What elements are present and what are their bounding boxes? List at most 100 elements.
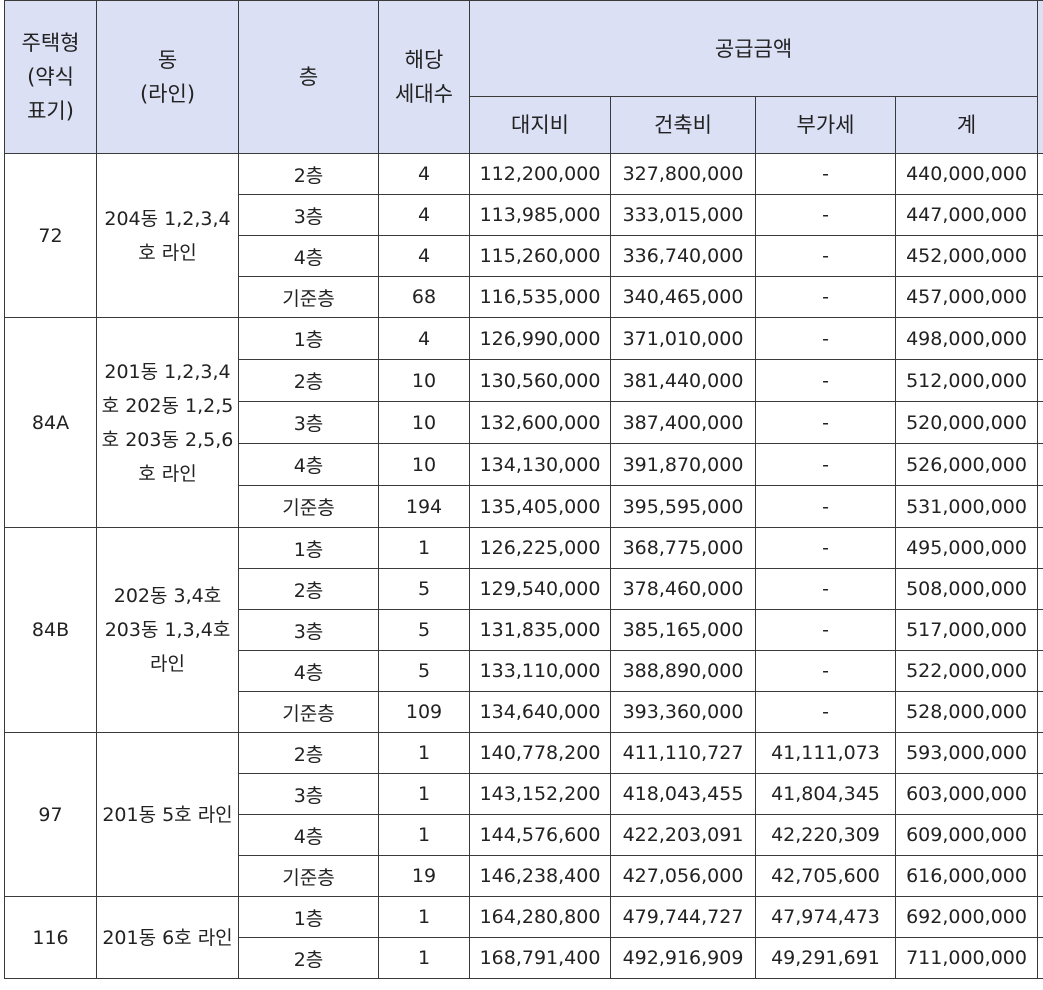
land-cell: 126,990,000 [469,317,611,360]
land-cell: 143,152,200 [469,773,611,815]
units-cell: 1 [378,814,470,856]
units-cell: 5 [378,609,470,651]
vat-cell: - [755,401,896,444]
units-cell: 1 [378,527,470,569]
edge-cell [1037,153,1043,195]
table-row: 72 204동 1,2,3,4호 라인 2층 4 112,200,000 327,800,… [4,153,1043,318]
table-row: 84A 201동 1,2,3,4호 202동 1,2,5호 203동 2,5,6호… [4,317,1043,528]
land-cell: 113,985,000 [469,194,611,236]
building-cell: 378,460,000 [610,568,756,610]
vat-cell: - [755,276,896,318]
table-row: 97 201동 5호 라인 2층 1 140,778,200 411,110,727 41,… [4,732,1043,897]
building-cell: 340,465,000 [610,276,756,318]
type-cell: 97 [4,732,97,897]
building-cell: 388,890,000 [610,650,756,692]
building-cell: 333,015,000 [610,194,756,236]
edge-cell [1037,691,1043,733]
floor-cell: 3층 [238,609,379,651]
units-cell: 1 [378,732,470,774]
floor-cell: 기준층 [238,691,379,733]
total-cell: 526,000,000 [894,443,1039,486]
building-cell: 381,440,000 [610,359,756,402]
edge-cell [1037,773,1043,815]
building-cell: 427,056,000 [610,855,756,897]
units-cell: 194 [378,485,470,528]
total-cell: 711,000,000 [894,937,1039,979]
total-cell: 609,000,000 [894,814,1039,856]
edge-cell [1037,485,1043,528]
edge-cell [1037,443,1043,486]
total-cell: 452,000,000 [894,235,1039,277]
vat-cell: 47,974,473 [755,896,896,938]
units-cell: 10 [378,443,470,486]
vat-cell: - [755,317,896,360]
edge-cell [1037,814,1043,856]
land-cell: 129,540,000 [469,568,611,610]
land-cell: 115,260,000 [469,235,611,277]
table-row: 3층 5 131,835,000 385,165,000-517,000,000 [5,609,1043,651]
table-row: 4층 5 133,110,000 388,890,000-522,000,000 [5,650,1043,692]
vat-cell: - [755,691,896,733]
land-cell: 116,535,000 [469,276,611,318]
vat-cell: - [755,527,896,569]
units-cell: 5 [378,650,470,692]
total-cell: 512,000,000 [894,359,1039,402]
edge-cell [1037,359,1043,402]
vat-cell: - [755,443,896,486]
land-cell: 140,778,200 [469,732,611,774]
table-row: 기준층 19 146,238,400 427,056,000 42,705,600 616… [5,855,1043,897]
floor-cell: 기준층 [238,855,379,897]
building-cell: 492,916,909 [610,937,756,979]
dong-cell: 201동 6호 라인 [96,896,239,979]
table-row: 3층 1 143,152,200 418,043,455 41,804,345 603,0… [5,773,1043,815]
vat-cell: 42,220,309 [755,814,896,856]
type-cell: 84A [4,317,97,528]
units-cell: 19 [378,855,470,897]
total-cell: 508,000,000 [894,568,1039,610]
edge-cell [1037,317,1043,360]
floor-cell: 기준층 [238,276,379,318]
edge-cell [1037,527,1043,569]
building-cell: 393,360,000 [610,691,756,733]
units-cell: 68 [378,276,470,318]
dong-cell: 201동 1,2,3,4호 202동 1,2,5호 203동 2,5,6호 라인 [96,317,239,528]
land-cell: 126,225,000 [469,527,611,569]
vat-cell: - [755,609,896,651]
dong-cell: 202동 3,4호 203동 1,3,4호 라인 [96,527,239,733]
building-cell: 336,740,000 [610,235,756,277]
vat-cell: - [755,485,896,528]
land-cell: 146,238,400 [469,855,611,897]
total-cell: 495,000,000 [894,527,1039,569]
edge-cell [1037,194,1043,236]
building-cell: 479,744,727 [610,896,756,938]
header-land: 대지비 [469,96,611,154]
total-cell: 593,000,000 [894,732,1039,774]
header-dong: 동 (라인) [96,0,239,154]
land-cell: 132,600,000 [469,401,611,444]
total-cell: 520,000,000 [894,401,1039,444]
vat-cell: - [755,359,896,402]
units-cell: 5 [378,568,470,610]
land-cell: 134,130,000 [469,443,611,486]
table-row: 4층 10 134,130,000 391,870,000-526,000,000 [5,443,1043,486]
units-cell: 1 [378,937,470,979]
floor-cell: 1층 [238,896,379,938]
floor-cell: 2층 [238,937,379,979]
total-cell: 692,000,000 [894,896,1039,938]
building-cell: 422,203,091 [610,814,756,856]
floor-cell: 4층 [238,235,379,277]
land-cell: 135,405,000 [469,485,611,528]
floor-cell: 4층 [238,814,379,856]
floor-cell: 2층 [238,359,379,402]
total-cell: 531,000,000 [894,485,1039,528]
header-vat: 부가세 [755,96,896,154]
building-cell: 391,870,000 [610,443,756,486]
floor-cell: 1층 [238,317,379,360]
vat-cell: 42,705,600 [755,855,896,897]
floor-cell: 3층 [238,401,379,444]
building-cell: 411,110,727 [610,732,756,774]
total-cell: 447,000,000 [894,194,1039,236]
table-row: 84B 202동 3,4호 203동 1,3,4호 라인 1층 1 126,225,00… [4,527,1043,733]
floor-cell: 2층 [238,568,379,610]
table-row: 기준층 68 116,535,000 340,465,000-457,000,000 [5,276,1043,318]
